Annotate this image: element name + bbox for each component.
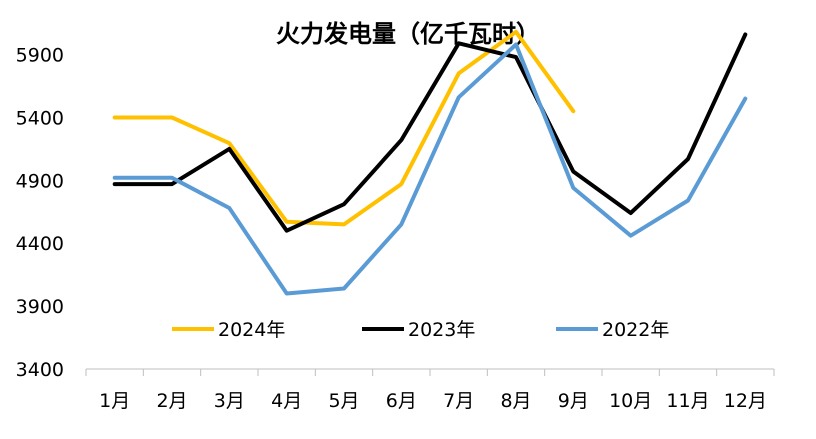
x-tick-label: 3月 (214, 390, 245, 412)
y-tick-label: 5400 (16, 107, 64, 129)
chart-title: 火力发电量（亿千瓦时） (276, 20, 540, 48)
x-tick-label: 1月 (99, 390, 130, 412)
series-line (112, 32, 748, 233)
legend-label: 2022年 (602, 319, 669, 341)
y-tick-label: 4400 (16, 233, 64, 255)
x-tick-label: 5月 (328, 390, 359, 412)
x-tick-label: 4月 (271, 390, 302, 412)
y-tick-label: 4900 (16, 170, 64, 192)
x-tick-label: 8月 (500, 390, 531, 412)
x-tick-label: 12月 (724, 390, 767, 412)
y-tick-label: 5900 (16, 45, 64, 67)
series-line (112, 42, 748, 296)
x-tick-label: 10月 (609, 390, 652, 412)
x-tick-label: 2月 (156, 390, 187, 412)
legend-label: 2023年 (408, 319, 475, 341)
y-tick-label: 3900 (16, 296, 64, 318)
x-tick-label: 7月 (443, 390, 474, 412)
x-tick-label: 6月 (386, 390, 417, 412)
y-tick-label: 3400 (16, 359, 64, 381)
legend-label: 2024年 (218, 319, 285, 341)
x-tick-label: 9月 (558, 390, 589, 412)
series-line (112, 29, 576, 227)
x-tick-label: 11月 (666, 390, 709, 412)
